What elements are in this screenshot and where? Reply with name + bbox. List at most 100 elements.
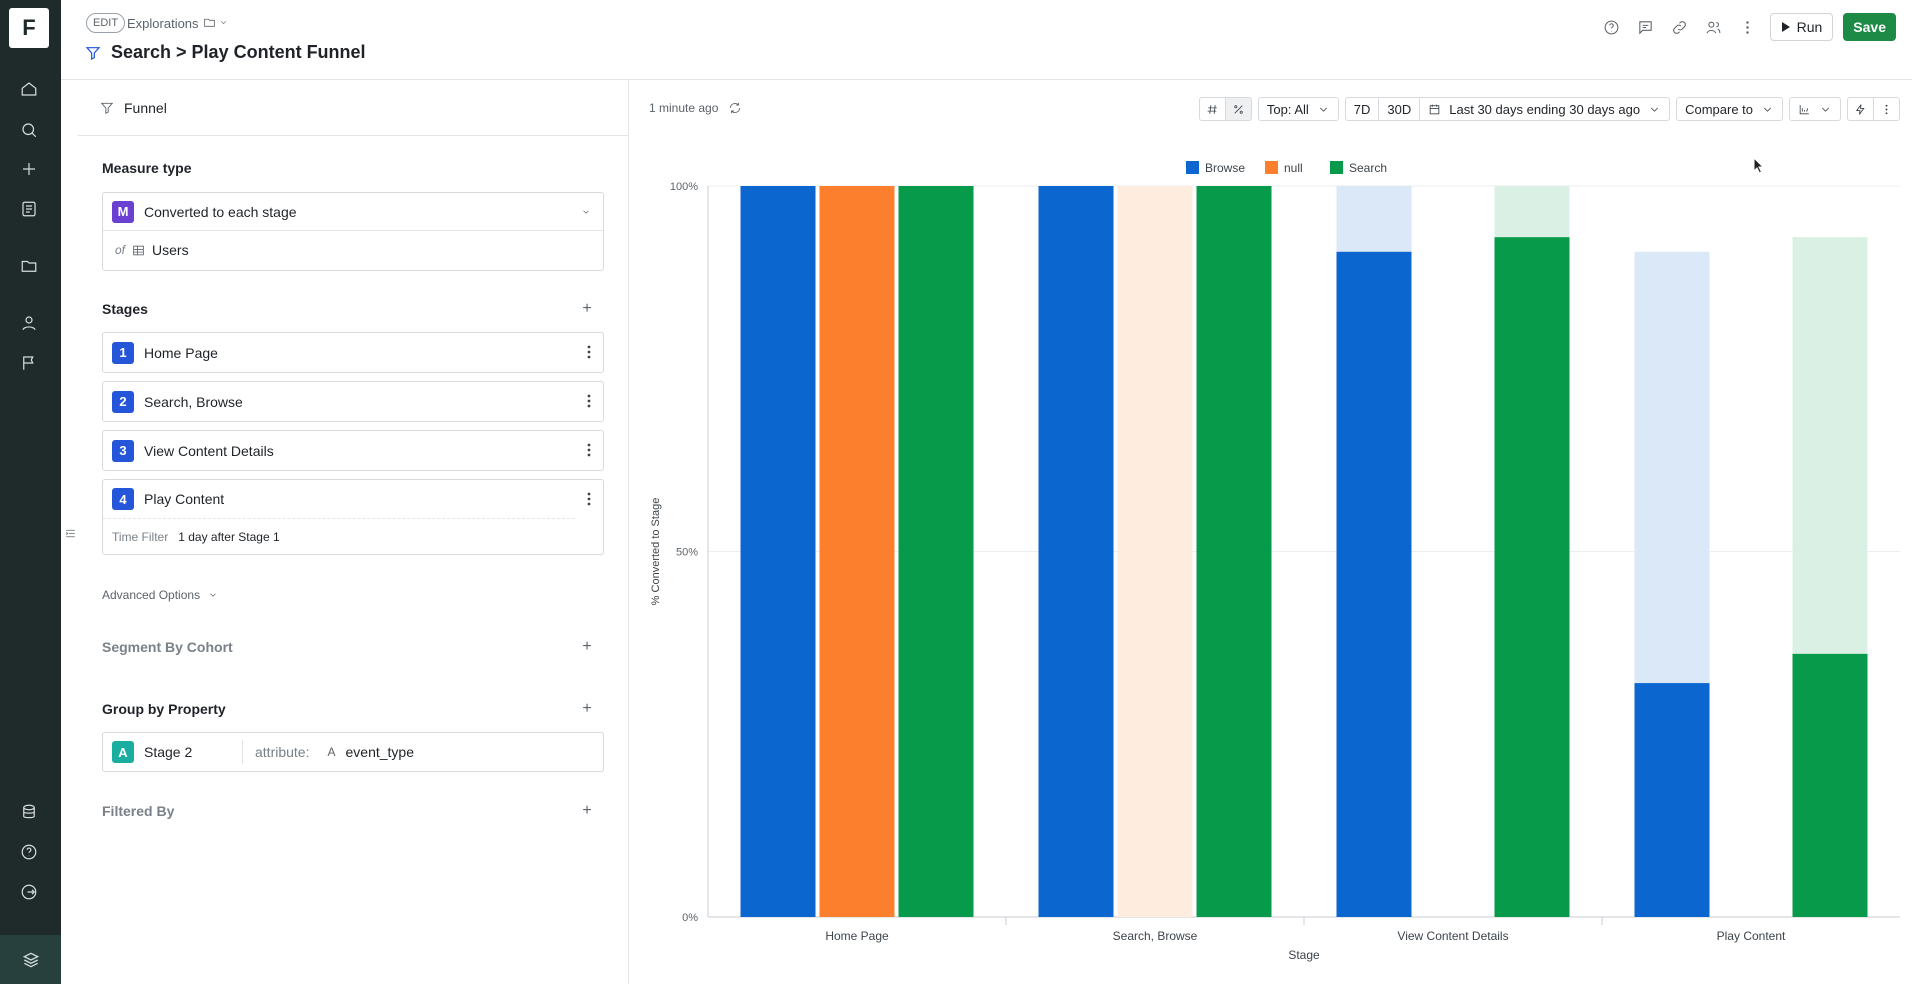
stage-row[interactable]: 1 Home Page (102, 332, 604, 373)
text-type-icon: A (327, 745, 336, 759)
y-tick-label: 100% (670, 181, 698, 193)
home-icon[interactable] (18, 78, 40, 100)
divider (242, 740, 243, 764)
stage-row[interactable]: 3 View Content Details (102, 430, 604, 471)
chart-type-icon (1799, 104, 1809, 114)
measure-select[interactable]: M Converted to each stage (103, 193, 603, 231)
bar-dropoff (1336, 186, 1412, 252)
y-axis-label: % Converted to Stage (650, 498, 662, 606)
hash-icon (1207, 104, 1217, 114)
bar-dropoff (1494, 186, 1570, 238)
add-stage-button[interactable]: + (582, 300, 592, 317)
last-updated: 1 minute ago (649, 101, 742, 115)
date-range-group: 7D 30D Last 30 days ending 30 days ago (1344, 97, 1671, 121)
stages-heading: Stages (102, 301, 148, 317)
page-title[interactable]: Search > Play Content Funnel (111, 42, 366, 62)
group-by-heading: Group by Property (102, 701, 226, 717)
table-icon (133, 245, 144, 255)
measure-value: Converted to each stage (144, 203, 297, 220)
top-select[interactable]: Top: All (1257, 97, 1339, 121)
chevron-down-icon (210, 593, 216, 597)
comment-icon[interactable] (1634, 13, 1658, 41)
group-badge: A (112, 741, 134, 763)
updated-label: 1 minute ago (649, 101, 719, 115)
funnel-chart: 0% 50% 100% % Converted to Stage Home Page Se… (650, 161, 1900, 962)
add-segment-button[interactable]: + (582, 638, 592, 655)
bar (740, 186, 816, 917)
measure-box: M Converted to each stage of Users (102, 192, 604, 271)
insights-button[interactable] (1847, 97, 1874, 121)
edit-mode-badge[interactable]: EDIT (86, 13, 126, 33)
stage-label: Home Page (144, 344, 218, 361)
collapse-panel-icon[interactable] (64, 527, 78, 541)
time-filter-label: Time Filter (112, 529, 169, 544)
chart-extra-group (1847, 97, 1900, 121)
share-users-icon[interactable] (1702, 13, 1726, 41)
range-30d-button[interactable]: 30D (1378, 97, 1421, 121)
app-logo[interactable]: F (9, 8, 49, 48)
bar (1336, 251, 1412, 918)
chart-toolbar: Top: All 7D 30D Last 30 days ending 30 d… (1198, 97, 1900, 121)
analysis-type-label: Funnel (124, 99, 167, 116)
plus-icon[interactable] (18, 158, 40, 180)
workspace-logo[interactable] (0, 935, 61, 984)
time-filter-value: 1 day after Stage 1 (178, 529, 280, 544)
chevron-down-icon (221, 21, 226, 25)
folder-picker[interactable] (203, 16, 228, 29)
compare-to-select[interactable]: Compare to (1676, 97, 1783, 121)
stage-menu-icon[interactable] (587, 443, 591, 462)
help-icon[interactable] (18, 841, 40, 863)
add-filter-button[interactable]: + (582, 802, 592, 819)
x-tick-label: Play Content (1717, 929, 1786, 943)
bar-dropoff (1792, 237, 1868, 654)
advanced-options-label: Advanced Options (102, 588, 201, 602)
percent-mode-button[interactable] (1224, 97, 1252, 121)
add-group-button[interactable]: + (582, 700, 592, 717)
stage-menu-icon[interactable] (587, 492, 591, 511)
reports-icon[interactable] (18, 198, 40, 220)
help-icon[interactable] (1600, 13, 1624, 41)
chart-type-select[interactable] (1789, 97, 1841, 121)
flag-icon[interactable] (18, 352, 40, 374)
breadcrumb[interactable]: Explorations (127, 16, 199, 31)
user-icon[interactable] (18, 312, 40, 334)
chart-more-button[interactable] (1873, 97, 1900, 121)
data-icon[interactable] (18, 801, 40, 823)
stage-menu-icon[interactable] (587, 394, 591, 413)
stage-row[interactable]: 2 Search, Browse (102, 381, 604, 422)
range-7d-button[interactable]: 7D (1344, 97, 1380, 121)
x-tick-label: View Content Details (1397, 929, 1508, 943)
more-icon[interactable] (1736, 13, 1760, 41)
stage-menu-icon[interactable] (587, 345, 591, 364)
search-icon[interactable] (18, 119, 40, 141)
refresh-icon[interactable] (728, 101, 742, 115)
folder-icon (204, 18, 215, 27)
attribute-label: attribute: (255, 744, 310, 760)
legend-label: Search (1349, 161, 1387, 175)
y-tick-label: 50% (676, 547, 698, 559)
analysis-type[interactable]: Funnel (78, 80, 629, 136)
run-button[interactable]: Run (1769, 13, 1834, 41)
measure-badge: M (112, 200, 134, 223)
link-icon[interactable] (1668, 13, 1692, 41)
date-range-picker[interactable]: Last 30 days ending 30 days ago (1419, 97, 1671, 121)
time-filter[interactable]: Time Filter 1 day after Stage 1 (103, 519, 603, 554)
measure-of-row[interactable]: of Users (103, 231, 603, 269)
lightning-icon (1855, 103, 1865, 115)
stage-label: View Content Details (144, 442, 274, 459)
chevron-down-icon (1651, 107, 1659, 112)
y-tick-label: 0% (682, 912, 698, 924)
logout-icon[interactable] (18, 881, 40, 903)
stage-number: 1 (112, 341, 134, 364)
bar (819, 186, 895, 917)
count-mode-button[interactable] (1198, 97, 1226, 121)
group-by-row[interactable]: A Stage 2 attribute: A event_type (102, 732, 604, 772)
legend-label: Browse (1205, 161, 1245, 175)
chevron-down-icon (583, 210, 589, 214)
bar-dropoff (1117, 186, 1193, 917)
folder-icon[interactable] (18, 255, 40, 277)
advanced-options-toggle[interactable]: Advanced Options (102, 588, 218, 602)
save-button[interactable]: Save (1843, 13, 1896, 41)
header-actions: Run Save (1600, 13, 1896, 41)
stage-row[interactable]: 4 Play Content Time Filter 1 day after S… (102, 479, 604, 555)
